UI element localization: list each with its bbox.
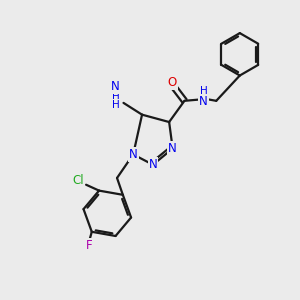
Text: N: N	[129, 148, 138, 161]
Text: F: F	[85, 239, 92, 252]
Text: N: N	[111, 80, 120, 94]
Text: Cl: Cl	[73, 173, 84, 187]
Text: N: N	[148, 158, 157, 171]
Text: N: N	[199, 95, 208, 108]
Text: H: H	[200, 86, 208, 96]
Text: O: O	[167, 76, 177, 89]
Text: H: H	[112, 92, 119, 102]
Text: H: H	[112, 100, 119, 110]
Text: N: N	[168, 142, 177, 155]
